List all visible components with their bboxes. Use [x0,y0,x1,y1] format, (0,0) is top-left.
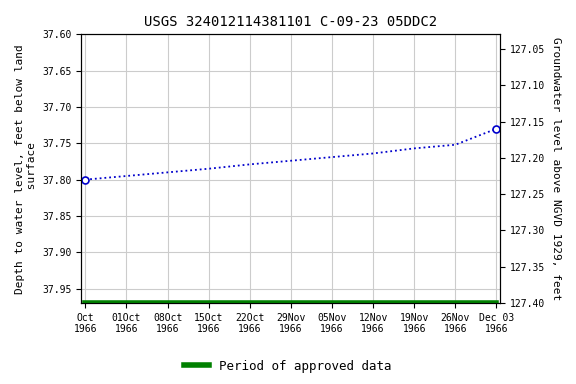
Y-axis label: Depth to water level, feet below land
 surface: Depth to water level, feet below land su… [15,44,37,294]
Title: USGS 324012114381101 C-09-23 05DDC2: USGS 324012114381101 C-09-23 05DDC2 [145,15,437,29]
Y-axis label: Groundwater level above NGVD 1929, feet: Groundwater level above NGVD 1929, feet [551,37,561,300]
Legend: Period of approved data: Period of approved data [179,355,397,378]
